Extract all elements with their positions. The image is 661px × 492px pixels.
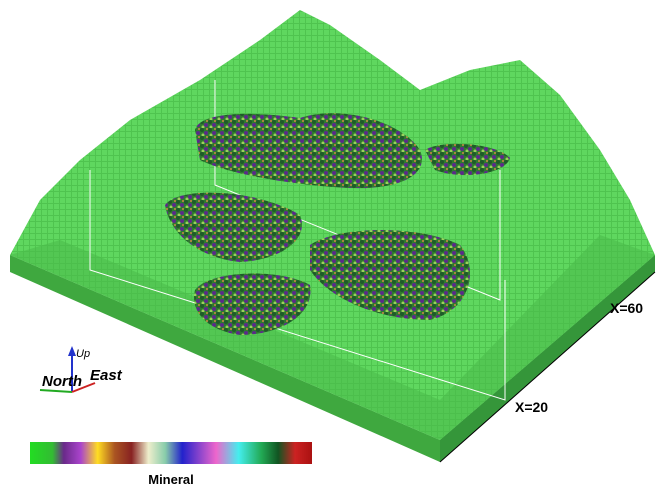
up-arrow — [68, 346, 76, 356]
scene: X=60 X=20 Up North East Mineral — [0, 0, 661, 492]
block-model — [10, 10, 655, 462]
section-label: X=20 — [515, 399, 548, 415]
axis-label: East — [90, 367, 123, 384]
orientation-triad: Up North East — [40, 346, 123, 392]
section-label: X=60 — [610, 300, 643, 316]
axis-label: North — [42, 373, 82, 390]
color-bar — [30, 442, 312, 464]
north-axis — [40, 390, 72, 392]
legend-title: Mineral — [148, 472, 194, 487]
axis-label: Up — [76, 348, 90, 360]
